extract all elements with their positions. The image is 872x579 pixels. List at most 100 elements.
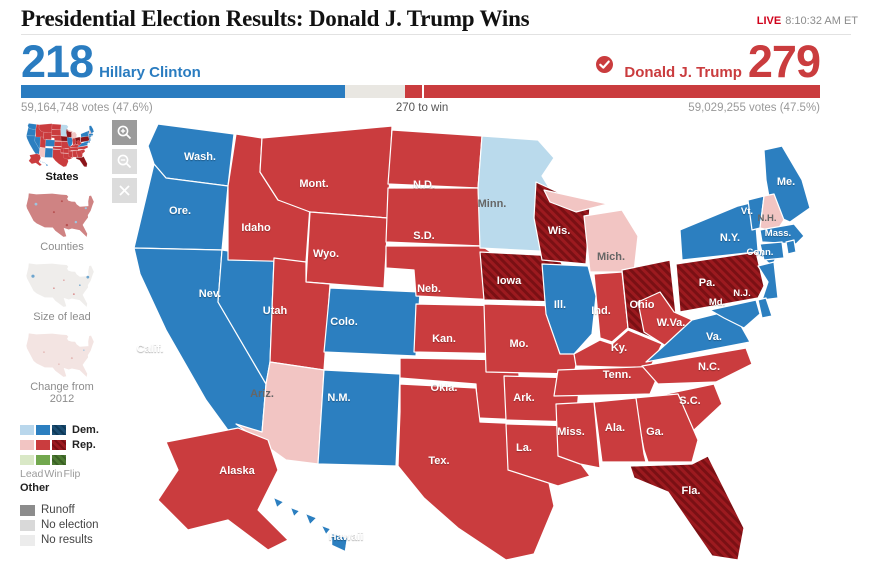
clinton-electoral-votes: 218 [21, 36, 94, 87]
map-view-sidebar: States Counties Size of lead Change from… [20, 122, 104, 549]
threshold-tick [422, 85, 425, 98]
state-label-tx: Tex. [428, 455, 449, 467]
clinton-result: 218 Hillary Clinton [21, 36, 207, 87]
state-label-ks: Kan. [432, 333, 456, 345]
state-label-md: Md. [709, 297, 725, 308]
trump-popular-votes: 59,029,255 votes (47.5%) [688, 102, 820, 114]
electoral-vote-bar [21, 85, 820, 98]
live-badge: LIVE [756, 15, 782, 27]
state-label-al: Ala. [605, 422, 625, 434]
state-label-wy: Wyo. [313, 248, 339, 260]
no-results-swatch [20, 534, 35, 546]
legend-row-no-results: No results [20, 534, 104, 546]
close-icon [119, 185, 130, 196]
view-toggle-counties[interactable]: Counties [20, 192, 104, 253]
state-label-ok: Okla. [431, 382, 458, 394]
state-label-hi: Hawaii [329, 531, 364, 543]
legend-col-win: Win [44, 468, 63, 480]
state-label-ms: Miss. [557, 426, 585, 438]
state-label-wa: Wash. [184, 151, 216, 163]
no-election-swatch [20, 519, 35, 531]
state-label-nc: N.C. [698, 361, 720, 373]
electoral-scoreboard: 218 Hillary Clinton Donald J. Trump 279 … [21, 36, 821, 114]
state-label-me: Me. [777, 176, 795, 188]
state-label-ne: Neb. [417, 283, 441, 295]
us-states-choropleth-map[interactable]: Wash. Ore. Calif. Nev. Idaho Mont. Wyo. Utah Col… [110, 112, 872, 579]
state-label-co: Colo. [330, 316, 358, 328]
state-label-nh: N.H. [758, 213, 777, 224]
trump-electoral-votes: 279 [747, 36, 821, 87]
state-label-ut: Utah [263, 305, 288, 317]
header-divider [21, 34, 851, 35]
view-label-size-of-lead: Size of lead [33, 311, 91, 323]
rep-lead-swatch [20, 439, 34, 450]
state-label-nj: N.J. [733, 288, 750, 299]
map-legend: Dem. Rep. LeadWinFlip Other Runoff No el… [20, 423, 104, 546]
view-toggle-size-of-lead[interactable]: Size of lead [20, 262, 104, 323]
state-label-ca: Calif. [137, 343, 164, 355]
zoom-reset-button[interactable] [112, 178, 137, 203]
live-timestamp: 8:10:32 AM ET [785, 15, 858, 27]
legend-row-runoff: Runoff [20, 504, 104, 516]
state-label-id: Idaho [241, 222, 271, 234]
clinton-popular-votes: 59,164,748 votes (47.6%) [21, 102, 153, 114]
other-lead-swatch [20, 454, 34, 465]
view-toggle-change-from-2012[interactable]: Change from 2012 [20, 332, 104, 405]
state-label-nd: N.D. [413, 179, 435, 191]
zoom-out-button[interactable] [112, 149, 137, 174]
state-label-il: Ill. [554, 299, 566, 311]
state-label-wv: W.Va. [657, 317, 686, 329]
runoff-label: Runoff [41, 504, 75, 516]
state-label-wi: Wis. [548, 225, 571, 237]
state-label-ga: Ga. [646, 426, 664, 438]
view-label-change-from-2012: Change from 2012 [30, 381, 94, 405]
view-toggle-states[interactable]: States [20, 122, 104, 183]
state-label-vt: Vt. [741, 206, 753, 217]
legend-col-lead: Lead [20, 468, 44, 480]
state-label-va: Va. [706, 331, 722, 343]
legend-column-labels: LeadWinFlip [20, 468, 104, 480]
dem-flip-swatch [52, 424, 66, 435]
state-label-ny: N.Y. [720, 232, 740, 244]
state-label-tn: Tenn. [603, 369, 632, 381]
states-thumbnail-map [24, 122, 100, 169]
state-label-ma: Mass. [765, 228, 791, 239]
state-label-mo: Mo. [510, 338, 529, 350]
state-label-fl: Fla. [682, 485, 701, 497]
winner-check-icon [596, 55, 614, 73]
legend-label-dem: Dem. [72, 423, 99, 436]
state-label-mi: Mich. [597, 251, 625, 263]
legend-row-other-party [20, 453, 104, 466]
clinton-name: Hillary Clinton [99, 64, 201, 81]
legend-row-dem: Dem. [20, 423, 104, 436]
state-label-az: Ariz. [250, 388, 274, 400]
page-title: Presidential Election Results: Donald J.… [21, 6, 530, 31]
state-label-nm: N.M. [327, 392, 350, 404]
state-label-mn: Minn. [478, 198, 507, 210]
trump-bar [405, 85, 820, 98]
zoom-in-icon [117, 125, 132, 140]
state-label-oh: Ohio [629, 299, 654, 311]
state-label-mt: Mont. [299, 178, 328, 190]
rep-flip-swatch [52, 439, 66, 450]
zoom-in-button[interactable] [112, 120, 137, 145]
clinton-bar [21, 85, 345, 98]
threshold-label: 270 to win [395, 102, 449, 114]
state-label-nv: Nev. [199, 288, 221, 300]
legend-row-rep: Rep. [20, 438, 104, 451]
zoom-out-icon [117, 154, 132, 169]
legend-col-flip: Flip [63, 468, 81, 480]
trump-name: Donald J. Trump [624, 64, 742, 81]
state-label-sc: S.C. [679, 395, 700, 407]
state-label-ct: Conn. [747, 247, 774, 258]
view-label-states: States [45, 171, 79, 183]
legend-other-label: Other [20, 482, 50, 494]
rep-win-swatch [36, 439, 50, 450]
state-label-or: Ore. [169, 205, 191, 217]
other-win-swatch [36, 454, 50, 465]
live-status: LIVE 8:10:32 AM ET [757, 15, 858, 27]
state-label-sd: S.D. [413, 230, 434, 242]
state-label-ak: Alaska [219, 465, 255, 477]
state-label-pa: Pa. [699, 277, 716, 289]
view-label-counties: Counties [40, 241, 84, 253]
